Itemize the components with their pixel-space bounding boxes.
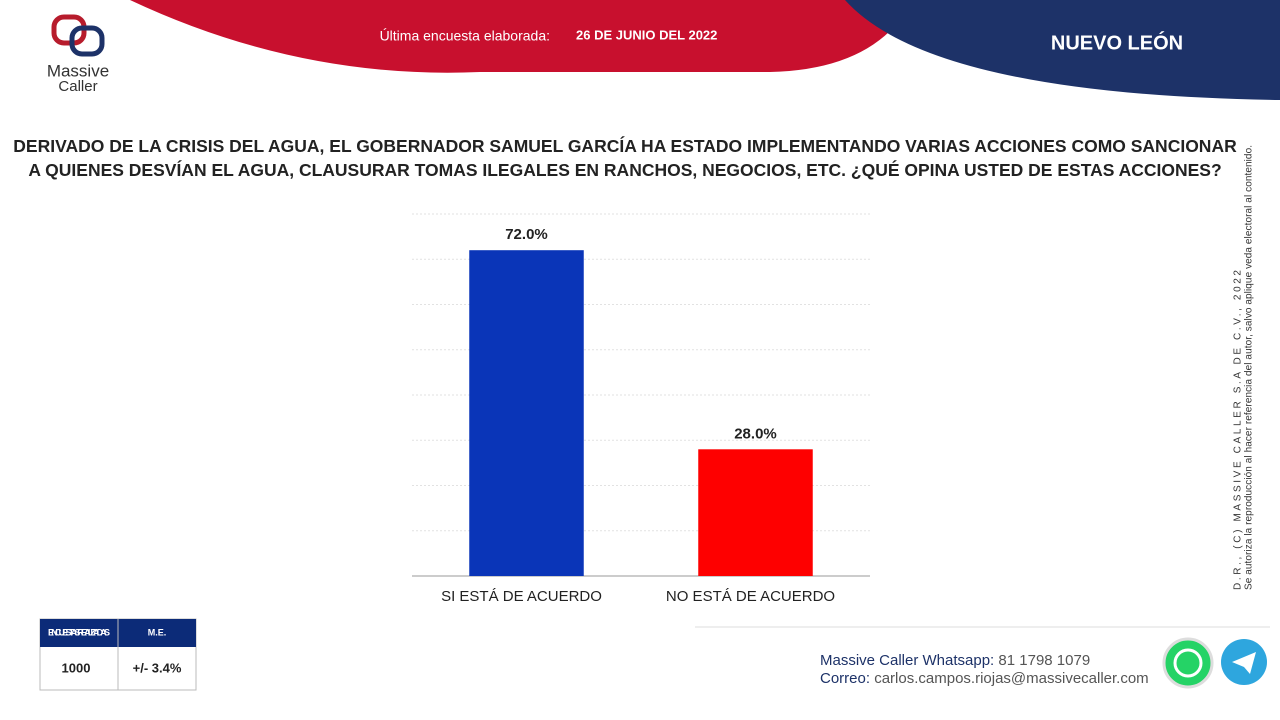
- survey-label: Última encuesta elaborada:: [380, 28, 550, 44]
- chart-title: DERIVADO DE LA CRISIS DEL AGUA, EL GOBER…: [13, 136, 1237, 180]
- x-tick-label: NO ESTÁ DE ACUERDO: [666, 588, 835, 605]
- survey-date: 26 DE JUNIO DEL 2022: [576, 27, 717, 42]
- table-cell: 1000: [62, 660, 91, 675]
- side-note-line: Se autoriza la reproducción al hacer ref…: [1244, 145, 1255, 590]
- bar: [469, 250, 584, 576]
- data-label: 72.0%: [505, 226, 548, 243]
- table-header: M.E.: [148, 627, 167, 637]
- whatsapp-icon: [1173, 648, 1203, 678]
- header-blue-shape: [845, 0, 1280, 100]
- footer-text: Correo: carlos.campos.riojas@massivecall…: [820, 670, 1149, 687]
- logo-icon: [69, 25, 105, 57]
- footer-text: Massive Caller Whatsapp: 81 1798 1079: [820, 652, 1090, 669]
- logo-text: Caller: [58, 78, 97, 95]
- header-red-shape: [130, 0, 920, 73]
- telegram-icon: [1232, 652, 1256, 674]
- bar: [698, 449, 813, 576]
- whatsapp: 81 1798 1079: [998, 652, 1090, 669]
- whatsapp-label: Massive Caller Whatsapp:: [820, 652, 994, 669]
- logo-text: Massive: [47, 61, 109, 80]
- side-note-line: D.R., (C) MASSIVE CALLER S.A DE C.V., 20…: [1233, 270, 1244, 590]
- data-label: 28.0%: [734, 425, 777, 442]
- side-note: D.R., (C) MASSIVE CALLER S.A DE C.V., 20…: [1233, 145, 1255, 590]
- email: carlos.campos.riojas@massivecaller.com: [874, 670, 1148, 687]
- whatsapp-icon: [1162, 637, 1214, 689]
- table-header: ENCUESTAS REALIZADAS: [48, 627, 110, 637]
- x-tick-label: SI ESTÁ DE ACUERDO: [441, 588, 602, 605]
- region: NUEVO LEÓN: [1051, 30, 1183, 54]
- table-cell: +/- 3.4%: [133, 660, 182, 675]
- email-label: Correo:: [820, 670, 870, 687]
